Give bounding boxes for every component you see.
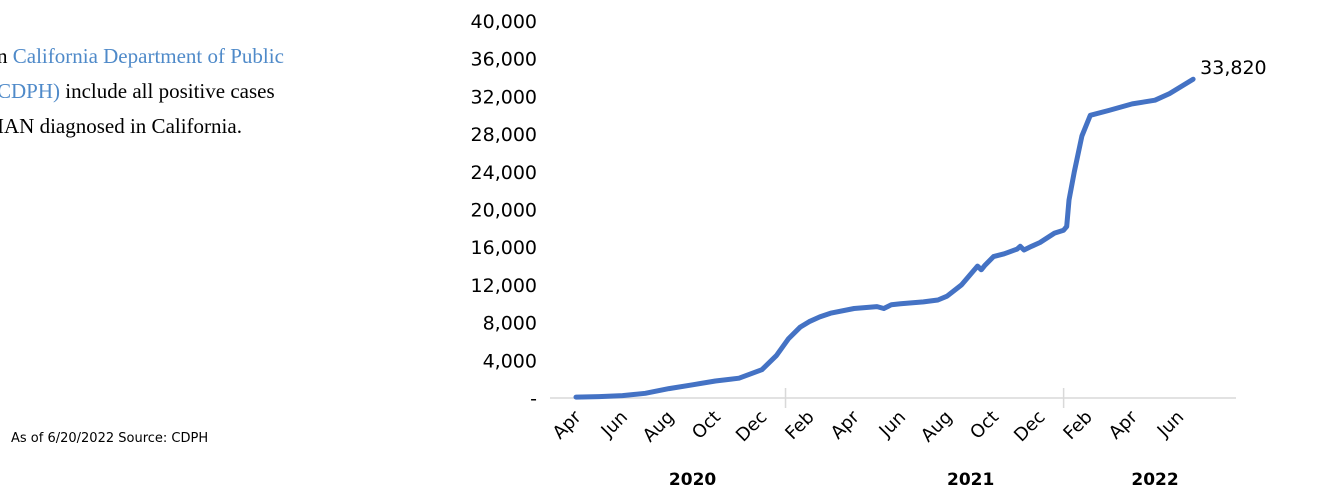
y-tick-label: 16,000 — [471, 237, 537, 259]
y-tick-label: - — [530, 388, 537, 410]
x-tick-label: Dec — [732, 407, 771, 446]
x-tick-label: Apr — [827, 406, 864, 443]
intro-line-3: IAN diagnosed in California. — [0, 114, 242, 138]
y-tick-label: 4,000 — [483, 350, 537, 372]
y-tick-label: 28,000 — [471, 124, 537, 146]
x-tick-label: Jun — [1153, 407, 1188, 442]
x-tick-label: Feb — [781, 407, 818, 444]
x-tick-label: Apr — [1105, 406, 1142, 443]
x-tick-label: Jun — [875, 407, 910, 442]
intro-line-2-rest: include all positive cases — [60, 79, 275, 103]
cdph-abbrev-link[interactable]: CDPH) — [0, 79, 61, 103]
y-tick-label: 12,000 — [471, 275, 537, 297]
y-tick-label: 24,000 — [471, 162, 537, 184]
y-tick-label: 36,000 — [471, 49, 537, 71]
intro-line-1-prefix: n — [0, 44, 8, 68]
y-tick-label: 40,000 — [471, 11, 537, 33]
year-label: 2021 — [947, 470, 994, 490]
year-label: 2020 — [669, 470, 716, 490]
x-tick-label: Feb — [1059, 407, 1096, 444]
y-tick-label: 8,000 — [483, 313, 537, 335]
intro-paragraph: n California Department of Public CDPH) … — [0, 39, 437, 144]
x-tick-label: Oct — [688, 407, 725, 444]
x-tick-label: Oct — [966, 407, 1003, 444]
x-tick-label: Jun — [597, 407, 632, 442]
end-value-label: 33,820 — [1200, 57, 1266, 79]
source-footnote: As of 6/20/2022 Source: CDPH — [11, 431, 209, 446]
y-tick-label: 32,000 — [471, 86, 537, 108]
intro-line-1: n California Department of Public — [0, 39, 437, 74]
intro-line-2: CDPH) include all positive cases — [0, 74, 437, 109]
year-label: 2022 — [1131, 470, 1178, 490]
x-tick-label: Dec — [1010, 407, 1049, 446]
x-tick-label: Apr — [549, 406, 586, 443]
cases-series-line — [573, 76, 1196, 400]
x-tick-label: Aug — [639, 407, 679, 447]
x-tick-label: Aug — [917, 407, 957, 447]
cdph-link[interactable]: California Department of Public — [12, 44, 284, 68]
y-tick-label: 20,000 — [471, 200, 537, 222]
